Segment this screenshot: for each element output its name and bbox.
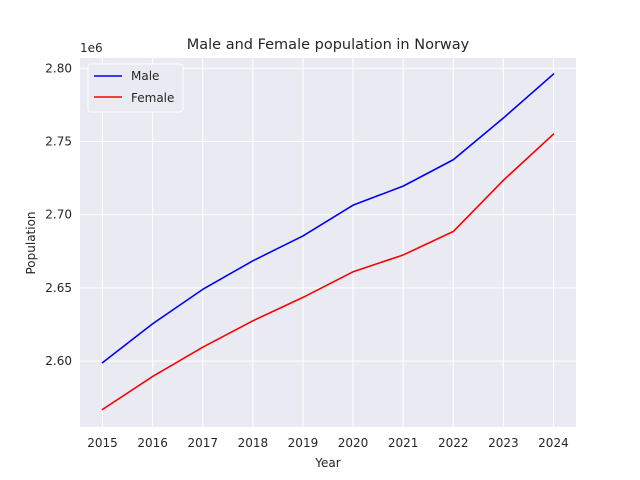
y-tick-label: 2.60	[45, 354, 72, 368]
x-tick-label: 2018	[238, 436, 269, 450]
x-tick-label: 2022	[438, 436, 469, 450]
y-tick-label: 2.80	[45, 61, 72, 75]
x-tick-labels: 2015 2016 2017 2018 2019 2020 2021 2022 2023 2024	[87, 436, 568, 450]
series-line-male	[101, 72, 555, 364]
x-tick-label: 2017	[187, 436, 218, 450]
y-tick-label: 2.75	[45, 134, 72, 148]
x-tick-label: 2021	[388, 436, 419, 450]
legend-label-male: Male	[131, 69, 159, 83]
x-tick-label: 2016	[137, 436, 168, 450]
y-offset-label: 1e6	[80, 41, 103, 55]
legend-label-female: Female	[131, 91, 174, 105]
x-tick-label: 2019	[288, 436, 319, 450]
plot-area	[80, 58, 576, 427]
x-gridlines	[102, 58, 554, 427]
x-tick-label: 2020	[338, 436, 369, 450]
series-line-female	[101, 133, 555, 411]
x-tick-label: 2024	[538, 436, 569, 450]
y-tick-label: 2.65	[45, 281, 72, 295]
y-tick-label: 2.70	[45, 208, 72, 222]
x-tick-label: 2023	[488, 436, 519, 450]
chart-title: Male and Female population in Norway	[187, 37, 470, 53]
x-axis-label: Year	[314, 456, 340, 470]
y-axis-label: Population	[24, 211, 38, 274]
y-tick-labels: 2.60 2.65 2.70 2.75 2.80	[45, 61, 72, 368]
x-tick-label: 2015	[87, 436, 118, 450]
legend: Male Female	[87, 63, 184, 113]
series-lines	[101, 72, 555, 411]
